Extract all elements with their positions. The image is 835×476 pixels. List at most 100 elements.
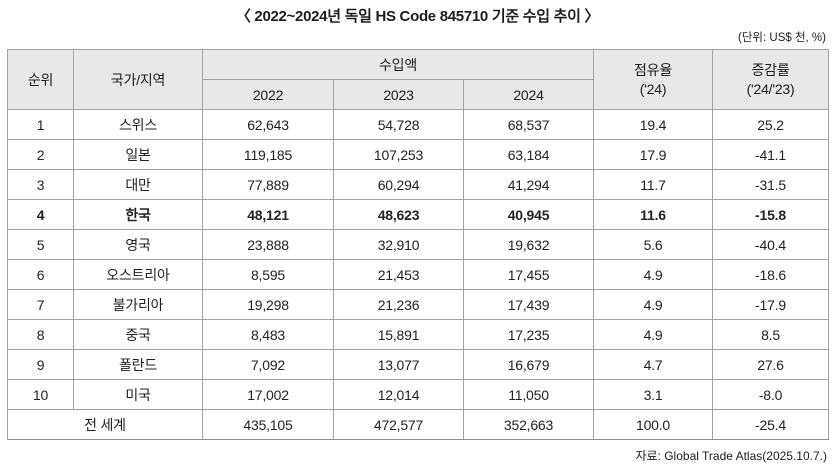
share-cell: 4.9	[593, 259, 714, 290]
value-cell-2022: 8,595	[202, 259, 334, 290]
change-cell: 8.5	[712, 319, 830, 350]
value-cell-2024: 19,632	[462, 229, 595, 260]
share-cell: 11.7	[593, 169, 714, 200]
value-cell-2022: 17,002	[202, 379, 334, 410]
rank-cell: 8	[7, 319, 74, 350]
change-cell: -15.8	[712, 199, 830, 230]
value-cell-2022: 62,643	[202, 109, 334, 140]
change-cell: 25.2	[712, 109, 830, 140]
country-cell: 한국	[73, 199, 203, 230]
table-header: 순위 국가/지역 수입액 점유율 ('24) 증감률 ('24/'23) 202…	[7, 49, 830, 110]
header-row-years: 2022 2023 2024	[8, 79, 829, 110]
figure-title: 〈 2022~2024년 독일 HS Code 845710 기준 수입 추이 …	[235, 8, 600, 25]
value-cell-2023: 15,891	[333, 319, 464, 350]
column-header-import-group: 수입액	[201, 49, 595, 80]
column-header-country: 국가/지역	[73, 49, 203, 110]
value-cell-2024: 16,679	[462, 349, 595, 380]
value-cell-2024: 68,537	[462, 109, 595, 140]
share-cell: 3.1	[593, 379, 714, 410]
country-cell: 영국	[73, 229, 203, 260]
column-header-rank: 순위	[7, 49, 74, 110]
table-row: 9 폴란드 7,092 13,077 16,679 4.7 27.6	[7, 349, 830, 380]
value-cell-2024: 17,235	[462, 319, 595, 350]
total-label-cell: 전 세계	[7, 409, 203, 440]
value-cell-2024: 40,945	[462, 199, 595, 230]
table-row: 1 스위스 62,643 54,728 68,537 19.4 25.2	[7, 109, 830, 140]
value-cell-2022: 119,185	[202, 139, 334, 170]
share-cell: 4.7	[593, 349, 714, 380]
share-cell: 11.6	[593, 199, 714, 230]
change-cell: -17.9	[712, 289, 830, 320]
value-cell-2023: 21,453	[333, 259, 464, 290]
source-note: 자료: Global Trade Atlas(2025.10.7.)	[635, 449, 827, 463]
column-header-2022: 2022	[202, 79, 334, 110]
rank-cell: 7	[7, 289, 74, 320]
value-cell-2024: 63,184	[462, 139, 595, 170]
rank-cell: 10	[7, 379, 74, 410]
value-cell-2022: 48,121	[202, 199, 334, 230]
import-table: 순위 국가/지역 수입액 점유율 ('24) 증감률 ('24/'23) 202…	[7, 49, 830, 440]
change-cell: -31.5	[712, 169, 830, 200]
share-cell: 4.9	[593, 319, 714, 350]
change-cell: -18.6	[712, 259, 830, 290]
country-cell: 불가리아	[73, 289, 203, 320]
column-header-2023: 2023	[333, 79, 464, 110]
value-cell-2023: 21,236	[333, 289, 464, 320]
share-cell: 17.9	[593, 139, 714, 170]
value-cell-2022: 23,888	[202, 229, 334, 260]
change-cell: -41.1	[712, 139, 830, 170]
column-header-share: 점유율 ('24)	[593, 49, 714, 110]
country-cell: 스위스	[73, 109, 203, 140]
table-row: 7 불가리아 19,298 21,236 17,439 4.9 -17.9	[7, 289, 830, 320]
share-cell: 100.0	[593, 409, 714, 440]
rank-cell: 4	[7, 199, 74, 230]
import-table-body: 1 스위스 62,643 54,728 68,537 19.4 25.2 2 일본 119,185…	[7, 109, 830, 440]
value-cell-2022: 77,889	[202, 169, 334, 200]
value-cell-2022: 19,298	[202, 289, 334, 320]
country-cell: 대만	[73, 169, 203, 200]
table-row: 8 중국 8,483 15,891 17,235 4.9 8.5	[7, 319, 830, 350]
table-row: 3 대만 77,889 60,294 41,294 11.7 -31.5	[7, 169, 830, 200]
column-header-2024: 2024	[462, 79, 595, 110]
country-cell: 미국	[73, 379, 203, 410]
rank-cell: 1	[7, 109, 74, 140]
value-cell-2023: 32,910	[333, 229, 464, 260]
value-cell-2022: 8,483	[202, 319, 334, 350]
rank-cell: 6	[7, 259, 74, 290]
country-cell: 중국	[73, 319, 203, 350]
value-cell-2023: 13,077	[333, 349, 464, 380]
value-cell-2024: 17,439	[462, 289, 595, 320]
share-cell: 5.6	[593, 229, 714, 260]
country-cell: 일본	[73, 139, 203, 170]
total-row: 전 세계 435,105 472,577 352,663 100.0 -25.4	[7, 409, 830, 440]
rank-cell: 9	[7, 349, 74, 380]
share-cell: 4.9	[593, 289, 714, 320]
country-cell: 오스트리아	[73, 259, 203, 290]
table-row: 5 영국 23,888 32,910 19,632 5.6 -40.4	[7, 229, 830, 260]
value-cell-2023: 48,623	[333, 199, 464, 230]
value-cell-2024: 41,294	[462, 169, 595, 200]
value-cell-2023: 107,253	[333, 139, 464, 170]
column-header-change: 증감률 ('24/'23)	[712, 49, 830, 110]
value-cell-2023: 472,577	[333, 409, 464, 440]
country-cell: 폴란드	[73, 349, 203, 380]
change-cell: -8.0	[712, 379, 830, 410]
value-cell-2022: 7,092	[202, 349, 334, 380]
value-cell-2024: 11,050	[462, 379, 595, 410]
change-cell: -40.4	[712, 229, 830, 260]
value-cell-2023: 54,728	[333, 109, 464, 140]
rank-cell: 3	[7, 169, 74, 200]
share-cell: 19.4	[593, 109, 714, 140]
header-row-top: 순위 국가/지역 수입액 점유율 ('24) 증감률 ('24/'23)	[7, 49, 830, 110]
value-cell-2024: 17,455	[462, 259, 595, 290]
value-cell-2022: 435,105	[202, 409, 334, 440]
unit-note: (단위: US$ 천, %)	[738, 32, 826, 44]
value-cell-2024: 352,663	[462, 409, 595, 440]
table-row: 6 오스트리아 8,595 21,453 17,455 4.9 -18.6	[7, 259, 830, 290]
change-cell: 27.6	[712, 349, 830, 380]
value-cell-2023: 12,014	[333, 379, 464, 410]
value-cell-2023: 60,294	[333, 169, 464, 200]
table-row: 4 한국 48,121 48,623 40,945 11.6 -15.8	[7, 199, 830, 230]
table-row: 10 미국 17,002 12,014 11,050 3.1 -8.0	[7, 379, 830, 410]
